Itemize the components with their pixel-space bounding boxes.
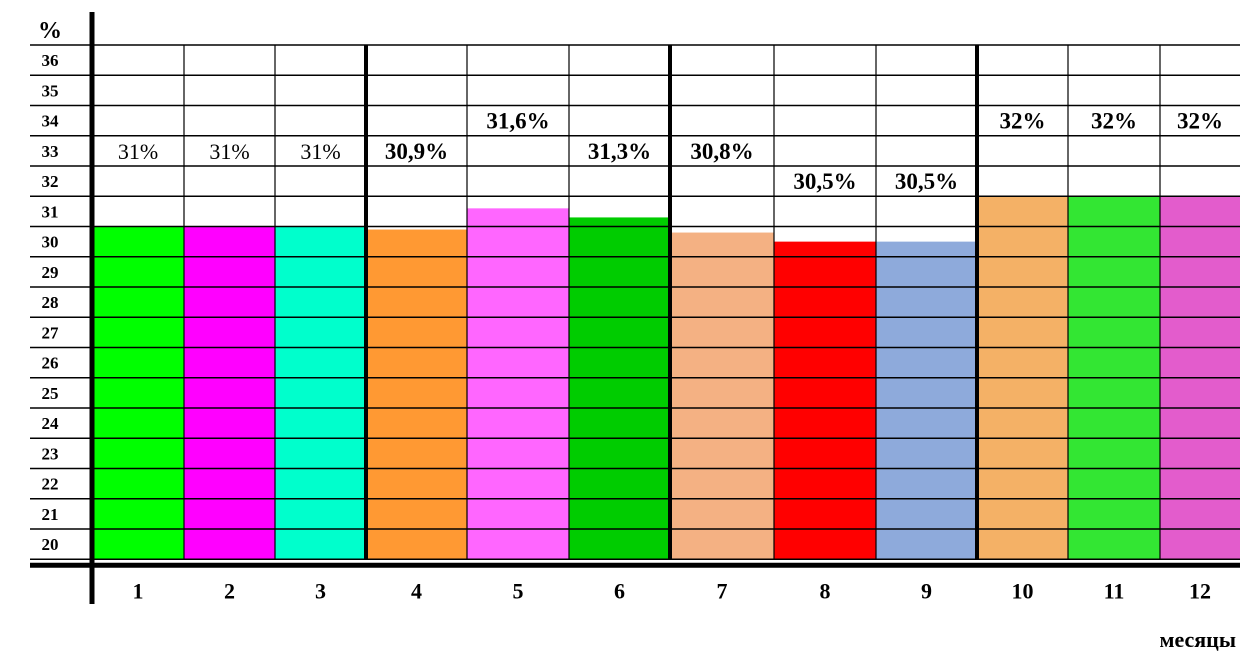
data-label: 31%: [118, 139, 158, 164]
bar-month-9: [876, 241, 977, 560]
x-tick-label: 4: [411, 578, 422, 603]
x-tick-label: 2: [224, 578, 235, 603]
bar-month-4: [366, 229, 467, 560]
x-tick-label: 9: [921, 578, 932, 603]
y-tick-label: 33: [42, 142, 59, 161]
bar-month-1: [92, 226, 184, 560]
y-tick-label: 35: [42, 81, 59, 100]
y-tick-label: 26: [42, 354, 59, 373]
x-tick-label: 6: [614, 578, 625, 603]
bar-month-5: [467, 208, 569, 560]
y-tick-label: 20: [42, 535, 59, 554]
x-axis-title: месяцы: [1159, 627, 1236, 652]
data-label: 32%: [1000, 109, 1046, 134]
x-tick-label: 7: [717, 578, 728, 603]
bar-month-7: [670, 232, 774, 560]
bar-month-2: [184, 226, 275, 560]
y-tick-label: 21: [42, 505, 59, 524]
x-tick-label: 12: [1189, 578, 1211, 603]
y-tick-label: 31: [42, 202, 59, 221]
x-tick-label: 10: [1012, 578, 1034, 603]
y-tick-label: 27: [42, 323, 60, 342]
x-tick-label: 11: [1104, 578, 1125, 603]
y-tick-label: 25: [42, 384, 59, 403]
data-label: 32%: [1177, 109, 1223, 134]
y-tick-label: 30: [42, 233, 59, 252]
y-tick-label: 36: [42, 51, 59, 70]
y-tick-label: 22: [42, 475, 59, 494]
y-tick-label: 32: [42, 172, 59, 191]
data-label: 31,6%: [486, 109, 549, 134]
y-tick-label: 24: [42, 414, 60, 433]
y-tick-label: 28: [42, 293, 59, 312]
y-tick-label: 29: [42, 263, 59, 282]
x-tick-label: 1: [133, 578, 144, 603]
bar-month-3: [275, 226, 366, 560]
data-label: 31%: [209, 139, 249, 164]
data-label: 30,9%: [385, 139, 448, 164]
y-tick-label: 23: [42, 444, 59, 463]
data-label: 31,3%: [588, 139, 651, 164]
y-tick-label: 34: [42, 112, 60, 131]
x-tick-label: 8: [820, 578, 831, 603]
data-label: 30,5%: [793, 169, 856, 194]
data-label: 31%: [300, 139, 340, 164]
bar-month-6: [569, 217, 670, 560]
bar-month-8: [774, 241, 876, 560]
x-tick-label: 3: [315, 578, 326, 603]
y-axis-unit-label: %: [38, 18, 62, 44]
data-label: 30,8%: [690, 139, 753, 164]
data-label: 30,5%: [895, 169, 958, 194]
x-tick-label: 5: [513, 578, 524, 603]
data-label: 32%: [1091, 109, 1137, 134]
